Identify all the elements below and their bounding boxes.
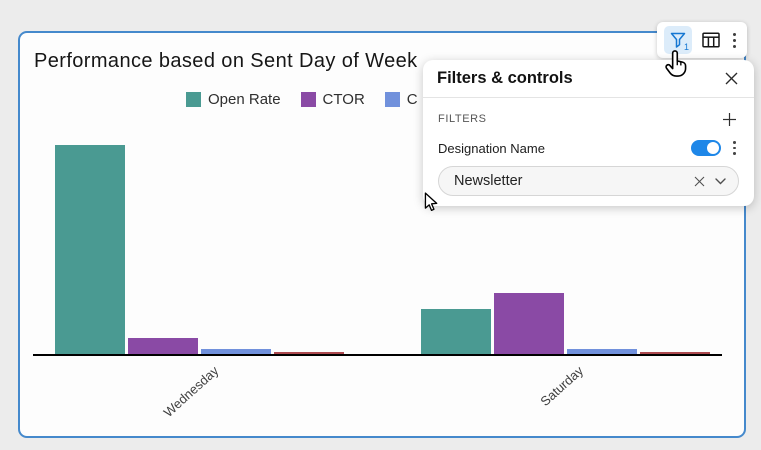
bar[interactable] bbox=[494, 293, 564, 355]
legend-label: Open Rate bbox=[208, 91, 281, 108]
legend-label: CTOR bbox=[322, 91, 365, 108]
bar[interactable] bbox=[55, 145, 125, 355]
filter-button[interactable]: 1 bbox=[664, 26, 692, 54]
filter-value-dropdown[interactable]: Newsletter bbox=[438, 166, 739, 196]
panel-header: Filters & controls bbox=[423, 60, 754, 98]
x-axis-label: Saturday bbox=[537, 363, 587, 409]
close-icon[interactable] bbox=[723, 70, 740, 87]
panel-title: Filters & controls bbox=[437, 69, 573, 87]
clear-x-icon[interactable] bbox=[694, 176, 705, 187]
filter-options-button[interactable] bbox=[730, 138, 739, 157]
filter-name-label: Designation Name bbox=[438, 140, 545, 156]
legend-swatch bbox=[186, 92, 201, 107]
legend-label: C bbox=[406, 91, 418, 108]
x-axis-line bbox=[33, 354, 722, 356]
toggle-knob bbox=[707, 141, 720, 154]
bar[interactable] bbox=[274, 352, 344, 355]
filters-controls-panel: Filters & controls FILTERS Designation N… bbox=[423, 60, 754, 206]
legend-swatch bbox=[300, 92, 316, 107]
bar[interactable] bbox=[567, 349, 637, 355]
filter-toggle[interactable] bbox=[691, 139, 722, 156]
bar[interactable] bbox=[201, 349, 271, 355]
legend-item[interactable]: CTOR bbox=[300, 91, 365, 108]
bar[interactable] bbox=[640, 352, 710, 355]
filter-value: Newsletter bbox=[454, 173, 523, 189]
filters-section-header: FILTERS bbox=[423, 108, 754, 130]
plus-icon[interactable] bbox=[720, 110, 739, 129]
legend-swatch bbox=[384, 92, 400, 107]
chevron-down-icon[interactable] bbox=[715, 177, 726, 185]
chart-title: Performance based on Sent Day of Week bbox=[34, 50, 418, 72]
x-axis-label: Wednesday bbox=[160, 363, 222, 420]
legend-item[interactable]: C bbox=[384, 91, 418, 108]
filter-count-badge: 1 bbox=[683, 42, 689, 52]
chart-legend: Open Rate CTOR C bbox=[186, 91, 418, 108]
filters-section-label: FILTERS bbox=[438, 113, 487, 125]
filter-funnel-icon bbox=[670, 32, 687, 49]
legend-item[interactable]: Open Rate bbox=[186, 91, 281, 108]
bar[interactable] bbox=[421, 309, 491, 355]
table-view-button[interactable] bbox=[701, 32, 720, 48]
bar[interactable] bbox=[128, 338, 198, 355]
filter-item-row: Designation Name bbox=[423, 137, 754, 159]
data-table-icon bbox=[701, 32, 720, 48]
chart-toolbar: 1 bbox=[657, 22, 747, 58]
chart-menu-button[interactable] bbox=[729, 29, 740, 52]
